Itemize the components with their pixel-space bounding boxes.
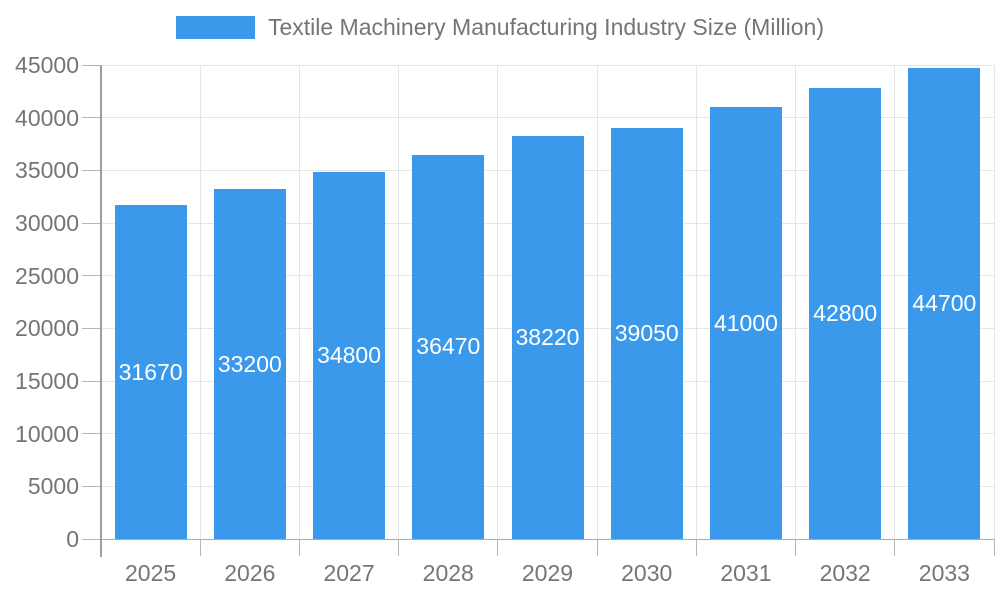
y-axis-label: 0 xyxy=(66,526,79,552)
bar-2026[interactable]: 33200 xyxy=(213,189,286,539)
y-axis-label: 25000 xyxy=(15,262,79,289)
x-axis-label-2028: 2028 xyxy=(422,560,474,586)
x-axis-label-2027: 2027 xyxy=(323,560,375,586)
gridline-v-4 xyxy=(497,65,499,539)
x-axis-label-2033: 2033 xyxy=(918,560,970,586)
bar-value-label: 38220 xyxy=(515,324,580,351)
gridline-v-7 xyxy=(795,65,797,539)
legend-swatch xyxy=(175,16,255,39)
y-tick-15000 xyxy=(82,380,101,382)
bar-value-label: 31670 xyxy=(118,358,183,385)
bar-value-label: 36470 xyxy=(416,333,481,360)
x-tick-7 xyxy=(795,539,797,556)
y-tick-30000 xyxy=(82,222,101,224)
gridline-v-9 xyxy=(993,65,995,539)
gridline-v-5 xyxy=(596,65,598,539)
y-tick-25000 xyxy=(82,275,101,277)
gridline-v-3 xyxy=(398,65,400,539)
y-axis-label: 10000 xyxy=(15,420,79,447)
gridline-v-2 xyxy=(298,65,300,539)
y-axis-label: 45000 xyxy=(15,52,79,78)
bar-value-label: 33200 xyxy=(217,350,282,377)
bar-value-label: 42800 xyxy=(813,300,878,327)
bar-2032[interactable]: 42800 xyxy=(809,88,882,539)
y-tick-45000 xyxy=(82,64,101,66)
bar-value-label: 39050 xyxy=(614,319,679,346)
x-axis-label-2032: 2032 xyxy=(819,560,871,586)
x-tick-2 xyxy=(298,539,300,556)
x-axis-label-2030: 2030 xyxy=(621,560,673,586)
y-axis-line xyxy=(100,65,102,557)
gridline-v-6 xyxy=(695,65,697,539)
x-baseline xyxy=(101,538,994,540)
y-axis-label: 40000 xyxy=(15,104,79,131)
x-tick-5 xyxy=(596,539,598,556)
y-axis-label: 30000 xyxy=(15,210,79,236)
y-axis-label: 20000 xyxy=(15,315,79,342)
legend-label: Textile Machinery Manufacturing Industry… xyxy=(267,14,825,40)
y-axis-label: 35000 xyxy=(15,157,79,184)
bar-2027[interactable]: 34800 xyxy=(313,172,386,539)
bar-2030[interactable]: 39050 xyxy=(610,127,683,539)
x-axis-label-2029: 2029 xyxy=(521,560,574,586)
x-axis-label-2026: 2026 xyxy=(224,560,276,586)
bar-2029[interactable]: 38220 xyxy=(511,136,584,539)
bar-2025[interactable]: 31670 xyxy=(114,205,187,539)
y-tick-40000 xyxy=(82,117,101,119)
bar-2028[interactable]: 36470 xyxy=(412,154,485,539)
x-tick-6 xyxy=(695,539,697,556)
bar-value-label: 41000 xyxy=(713,309,778,336)
x-axis-label-2025: 2025 xyxy=(125,560,177,586)
gridline-h-45000 xyxy=(101,64,994,66)
bar-2031[interactable]: 41000 xyxy=(709,107,782,539)
y-tick-10000 xyxy=(82,433,101,435)
x-tick-9 xyxy=(993,539,995,556)
y-tick-0 xyxy=(82,538,101,540)
x-axis-label-2031: 2031 xyxy=(720,560,772,586)
chart-legend[interactable]: Textile Machinery Manufacturing Industry… xyxy=(0,14,1000,41)
x-tick-8 xyxy=(894,539,896,556)
y-tick-35000 xyxy=(82,169,101,171)
bar-value-label: 44700 xyxy=(912,290,977,317)
y-axis-label: 15000 xyxy=(15,368,79,394)
gridline-v-8 xyxy=(894,65,896,539)
bar-value-label: 34800 xyxy=(317,342,382,369)
gridline-h-40000 xyxy=(101,117,994,119)
gridline-v-1 xyxy=(199,65,201,539)
x-tick-3 xyxy=(398,539,400,556)
y-tick-20000 xyxy=(82,327,101,329)
x-tick-1 xyxy=(199,539,201,556)
bar-2033[interactable]: 44700 xyxy=(908,68,981,539)
x-tick-4 xyxy=(497,539,499,556)
y-tick-5000 xyxy=(82,485,101,487)
y-axis-label: 5000 xyxy=(27,473,79,500)
